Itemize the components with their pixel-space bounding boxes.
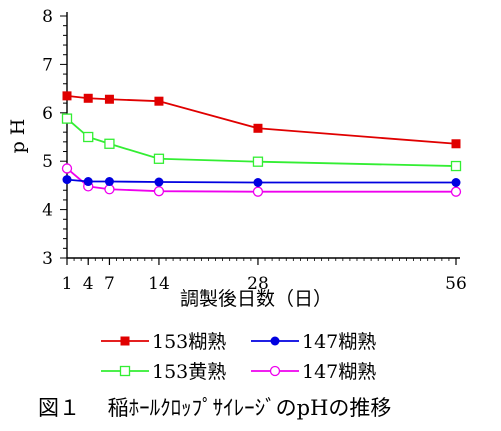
- data-point: [252, 156, 264, 167]
- legend-item-4: 147糊熟: [251, 361, 376, 383]
- data-point: [104, 94, 114, 104]
- data-point: [83, 131, 94, 143]
- x-axis-ticks: 1 4 7 14 28 56: [62, 258, 467, 294]
- y-tick-label: 5: [42, 152, 53, 172]
- x-tick-label: 7: [104, 274, 115, 294]
- data-point: [104, 184, 115, 195]
- series-3: [61, 113, 462, 172]
- axes: [66, 12, 460, 259]
- y-axis-label: pH: [7, 113, 29, 154]
- series-line: [66, 94, 457, 145]
- data-point: [83, 177, 93, 187]
- legend-item-2: 147糊熟: [251, 331, 376, 353]
- data-point: [252, 186, 264, 197]
- series-group: [61, 91, 462, 197]
- x-tick-label: 28: [247, 274, 269, 294]
- legend-item-1: 153糊熟: [101, 331, 226, 353]
- data-point: [253, 123, 263, 133]
- data-point: [450, 186, 462, 197]
- data-point: [154, 177, 164, 187]
- data-point: [104, 138, 115, 149]
- legend-item-3: 153黄熟: [101, 361, 226, 383]
- legend-label: 153黄熟: [152, 361, 226, 383]
- legend-label: 147糊熟: [302, 331, 376, 353]
- legend-marker: [270, 336, 280, 346]
- data-point: [61, 163, 73, 174]
- data-point: [62, 91, 72, 101]
- legend-marker: [269, 365, 281, 377]
- data-point: [104, 177, 114, 187]
- x-axis-label: 調製後日数（日）: [180, 288, 332, 310]
- data-point: [253, 177, 263, 187]
- data-point: [450, 160, 462, 172]
- data-point: [154, 96, 164, 106]
- x-tick-label: 1: [62, 274, 73, 294]
- legend-label: 147糊熟: [302, 361, 376, 383]
- x-tick-label: 4: [83, 274, 94, 294]
- data-point: [153, 186, 165, 197]
- data-point: [153, 153, 165, 164]
- legend-label: 153糊熟: [152, 331, 226, 353]
- data-point: [83, 93, 93, 103]
- legend-marker: [119, 365, 131, 377]
- y-tick-label: 8: [42, 7, 53, 27]
- data-point: [62, 175, 72, 185]
- series-2: [62, 175, 461, 187]
- legend: 153糊熟 147糊熟 153黄熟 147糊熟: [101, 331, 376, 383]
- y-tick-label: 7: [42, 55, 53, 75]
- y-tick-label: 4: [42, 201, 53, 221]
- x-tick-label: 14: [148, 274, 170, 294]
- series-1: [62, 91, 461, 149]
- x-tick-label: 56: [445, 274, 467, 294]
- data-point: [451, 139, 461, 149]
- data-point: [61, 113, 73, 124]
- legend-marker: [120, 336, 130, 346]
- y-tick-label: 6: [42, 104, 53, 124]
- y-axis-ticks: 3 4 5 6 7 8: [42, 7, 67, 269]
- data-point: [451, 177, 461, 187]
- y-tick-label: 3: [42, 249, 53, 269]
- figure-caption: 図１ 稲ﾎｰﾙｸﾛｯﾌﾟｻｲﾚｰｼﾞのpHの推移: [38, 396, 392, 420]
